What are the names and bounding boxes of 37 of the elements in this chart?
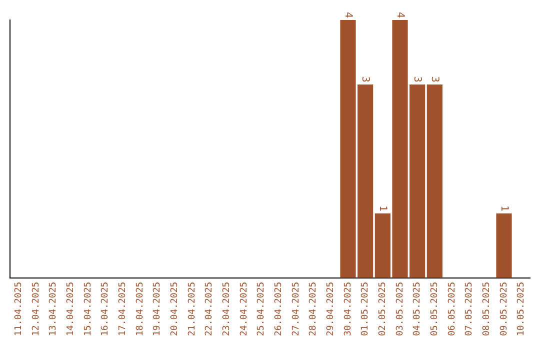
x-tick-label: 21.04.2025: [187, 282, 198, 336]
x-tick-label: 19.04.2025: [152, 282, 163, 336]
x-tick-label: 07.05.2025: [464, 282, 475, 336]
x-tick-label: 10.05.2025: [516, 282, 527, 336]
data-label: 3: [412, 76, 423, 82]
data-label: 3: [360, 76, 371, 82]
x-tick-label: 12.04.2025: [31, 282, 42, 336]
x-tick-label: 20.04.2025: [170, 282, 180, 336]
x-tick-label: 26.04.2025: [274, 282, 284, 336]
x-tick-label: 03.05.2025: [395, 282, 406, 336]
x-tick-label: 15.04.2025: [83, 282, 94, 336]
x-tick-label: 04.05.2025: [412, 282, 423, 336]
x-tick-label: 30.04.2025: [343, 282, 354, 336]
data-label: 4: [342, 12, 354, 18]
x-tick-label: 17.04.2025: [118, 282, 128, 336]
x-tick-label: 29.04.2025: [326, 282, 336, 336]
x-tick-label: 28.04.2025: [308, 282, 319, 336]
x-tick-label: 01.05.2025: [360, 282, 371, 336]
x-tick-label: 27.04.2025: [291, 282, 302, 336]
x-tick-label: 22.04.2025: [204, 282, 215, 336]
x-tick-label: 24.04.2025: [239, 282, 250, 336]
data-label: 3: [429, 76, 440, 82]
x-tick-label: 08.05.2025: [482, 282, 492, 336]
x-tick-label: 18.04.2025: [135, 282, 146, 336]
x-tick-label: 16.04.2025: [100, 282, 111, 336]
data-label: 1: [498, 205, 510, 212]
data-label: 1: [377, 205, 388, 212]
x-tick-label: 05.05.2025: [430, 282, 440, 336]
x-tick-label: 02.05.2025: [378, 282, 388, 336]
x-tick-label: 23.04.2025: [222, 282, 232, 336]
data-label: 4: [394, 12, 406, 18]
x-tick-label: 25.04.2025: [256, 282, 267, 336]
x-tick-label: 13.04.2025: [48, 282, 59, 336]
x-tick-label: 06.05.2025: [447, 282, 458, 336]
x-tick-label: 09.05.2025: [499, 282, 510, 336]
x-tick-label: 11.04.2025: [14, 282, 24, 336]
x-tick-label: 14.04.2025: [66, 282, 76, 336]
